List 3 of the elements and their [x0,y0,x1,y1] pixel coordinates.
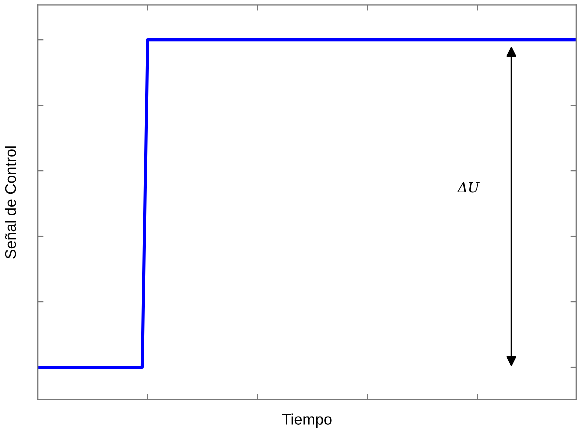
y-axis-title: Señal de Control [5,146,16,259]
x-axis-title: Tiempo [282,414,332,428]
annotation: ΔU [457,182,480,193]
